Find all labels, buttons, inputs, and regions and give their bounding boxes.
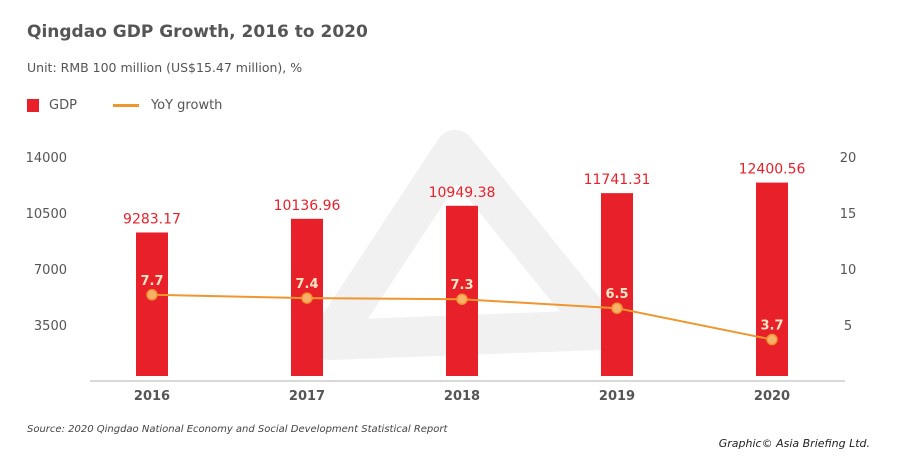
gdp-data-label: 9283.17 xyxy=(123,211,181,227)
legend-gdp-swatch xyxy=(27,99,39,112)
gdp-bar xyxy=(601,193,633,376)
x-axis-tick: 2016 xyxy=(134,389,170,404)
gdp-data-label: 12400.56 xyxy=(739,162,806,178)
x-axis-tick: 2019 xyxy=(599,389,635,404)
left-axis-tick: 3500 xyxy=(34,319,67,334)
chart-subtitle: Unit: RMB 100 million (US$15.47 million)… xyxy=(27,60,303,75)
gdp-data-label: 10949.38 xyxy=(429,185,496,201)
gdp-data-label: 11741.31 xyxy=(584,172,651,188)
yoy-data-label: 7.4 xyxy=(295,277,318,292)
yoy-point xyxy=(611,302,623,314)
legend-yoy-label: YoY growth xyxy=(150,98,223,113)
yoy-data-label: 3.7 xyxy=(760,319,783,334)
credit: Graphic© Asia Briefing Ltd. xyxy=(718,437,870,450)
left-axis-tick: 14000 xyxy=(26,151,67,166)
legend: GDP YoY growth xyxy=(27,98,222,113)
x-axis-tick: 2018 xyxy=(444,389,480,404)
yoy-data-label: 6.5 xyxy=(605,287,628,302)
yoy-data-label: 7.7 xyxy=(140,274,163,289)
legend-yoy-swatch xyxy=(112,104,139,107)
right-axis-tick: 15 xyxy=(840,207,857,222)
yoy-point xyxy=(301,292,313,304)
chart-title: Qingdao GDP Growth, 2016 to 2020 xyxy=(27,22,368,42)
x-axis-tick: 2020 xyxy=(754,389,790,404)
source-note: Source: 2020 Qingdao National Economy an… xyxy=(27,424,448,435)
yoy-data-label: 7.3 xyxy=(450,278,473,293)
left-axis-tick: 10500 xyxy=(26,207,67,222)
gdp-data-label: 10136.96 xyxy=(274,198,341,214)
yoy-point xyxy=(146,289,158,301)
gdp-bar xyxy=(446,205,478,376)
left-axis-tick: 7000 xyxy=(34,263,67,278)
right-axis-tick: 20 xyxy=(840,151,857,166)
yoy-point xyxy=(766,333,778,346)
x-axis-tick: 2017 xyxy=(289,389,325,404)
yoy-point xyxy=(456,293,468,305)
right-axis-tick: 5 xyxy=(844,319,852,334)
gdp-bar xyxy=(136,232,168,376)
right-axis-tick: 10 xyxy=(840,263,857,278)
legend-gdp-label: GDP xyxy=(49,98,77,113)
gdp-bar xyxy=(756,182,788,376)
